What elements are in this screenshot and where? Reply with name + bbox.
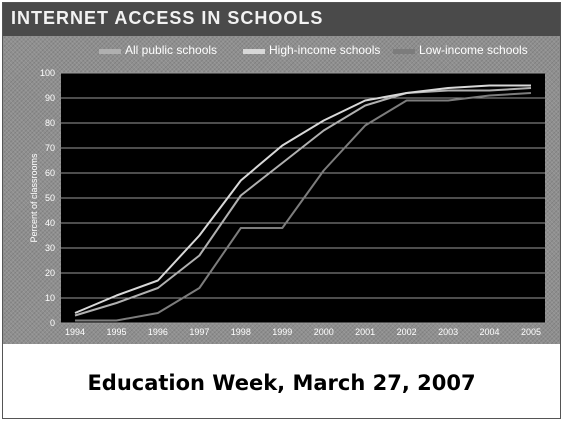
series-line-2: [75, 92, 532, 322]
x-tick-label: 2004: [480, 327, 500, 337]
y-tick-label: 70: [45, 143, 55, 153]
legend-label-low: Low-income schools: [419, 43, 528, 57]
x-tick-label: 2005: [521, 327, 541, 337]
legend-swatch-high: [243, 49, 265, 54]
legend-swatch-all: [99, 49, 121, 54]
y-tick-label: 10: [45, 293, 55, 303]
x-tick-label: 1996: [148, 327, 168, 337]
x-tick-label: 2000: [314, 327, 334, 337]
figure-frame: INTERNET ACCESS IN SCHOOLS All public sc…: [2, 2, 561, 419]
x-tick-label: 1994: [65, 327, 85, 337]
y-tick-label: 100: [40, 68, 55, 78]
y-axis-label: Percent of classrooms: [29, 153, 39, 243]
x-tick-label: 1995: [106, 327, 126, 337]
x-tick-label: 1997: [189, 327, 209, 337]
y-tick-label: 0: [50, 318, 55, 328]
x-tick-label: 1999: [272, 327, 292, 337]
y-tick-label: 50: [45, 193, 55, 203]
x-tick-label: 1998: [231, 327, 251, 337]
y-tick-label: 40: [45, 218, 55, 228]
legend: All public schools High-income schools L…: [3, 43, 560, 65]
line-chart: 0 10 20 30 40 50 60 70 80 90 100 1994 1995 1996 1997 19…: [29, 68, 545, 337]
legend-label-all: All public schools: [125, 43, 218, 57]
title-bar: INTERNET ACCESS IN SCHOOLS: [3, 3, 560, 36]
x-tick-label: 2001: [355, 327, 375, 337]
series-line-0: [74, 87, 532, 317]
legend-label-high: High-income schools: [269, 43, 381, 57]
series-line-1: [74, 84, 531, 314]
tick-labels: 0 10 20 30 40 50 60 70 80 90 100 1994 1995 1996 1997 19…: [40, 68, 541, 337]
series-lines: [74, 84, 532, 322]
y-tick-label: 30: [45, 243, 55, 253]
y-tick-label: 90: [45, 93, 55, 103]
x-tick-label: 2003: [438, 327, 458, 337]
y-tick-label: 20: [45, 268, 55, 278]
source-caption: Education Week, March 27, 2007: [87, 371, 476, 395]
legend-swatch-low: [393, 49, 415, 54]
y-tick-label: 60: [45, 168, 55, 178]
x-tick-label: 2002: [397, 327, 417, 337]
chart-panel: INTERNET ACCESS IN SCHOOLS All public sc…: [3, 3, 560, 344]
chart-title: INTERNET ACCESS IN SCHOOLS: [11, 8, 324, 28]
y-tick-label: 80: [45, 118, 55, 128]
